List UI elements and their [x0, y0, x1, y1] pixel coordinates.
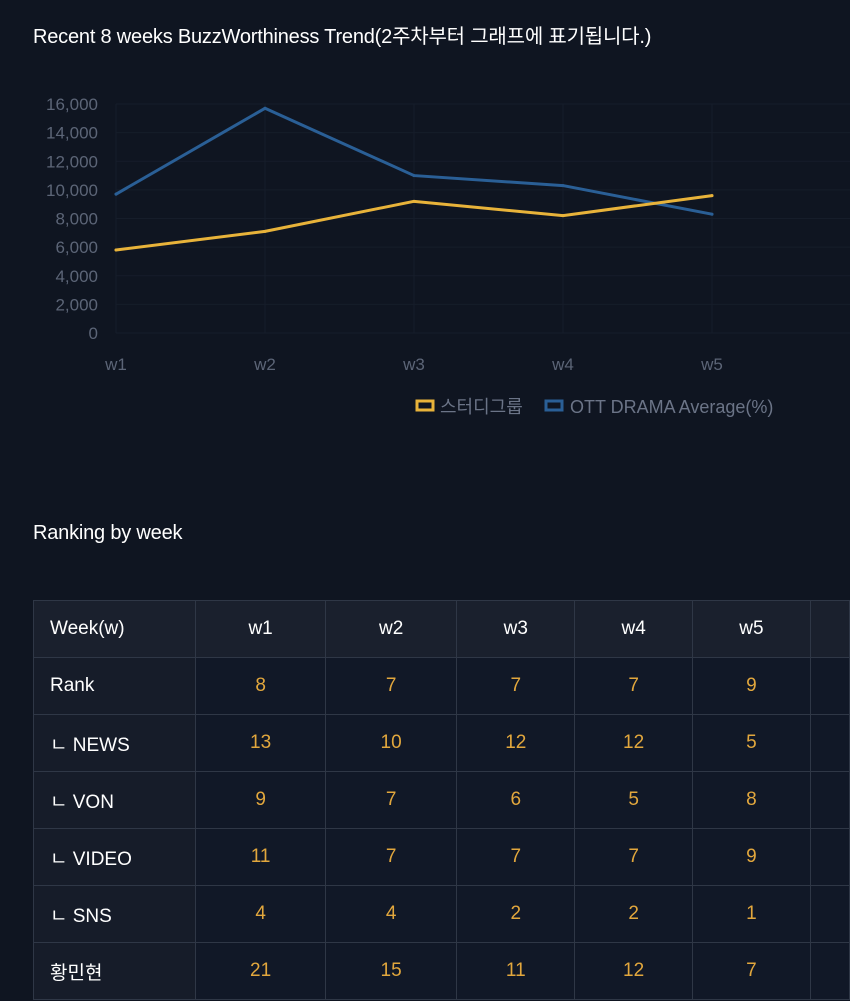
- data-point: [412, 174, 416, 178]
- header-cell-w3: w3: [456, 600, 576, 658]
- table-row: Rank 8 7 7 7 9: [32, 657, 850, 715]
- y-tick-label: 0: [89, 324, 98, 343]
- y-tick-label: 10,000: [46, 181, 98, 200]
- row-label: ㄴ SNS: [32, 885, 197, 943]
- table-cell: 7: [456, 828, 576, 886]
- ranking-header-row: Week(w) w1 w2 w3 w4 w5: [32, 600, 850, 658]
- row-label: 황민현: [32, 942, 197, 1000]
- table-cell-empty: [809, 942, 850, 1000]
- table-cell: 7: [324, 771, 458, 829]
- table-cell: 11: [195, 828, 326, 886]
- series-lines: [114, 106, 714, 252]
- table-cell: 7: [574, 657, 694, 715]
- table-row: ㄴ SNS 4 4 2 2 1: [32, 885, 850, 943]
- data-point: [412, 199, 416, 203]
- x-tick-label: w5: [700, 355, 723, 374]
- row-label: ㄴ VON: [32, 771, 197, 829]
- header-cell-w2: w2: [324, 600, 458, 658]
- table-cell: 7: [324, 657, 458, 715]
- table-cell: 12: [456, 714, 576, 772]
- table-cell: 9: [692, 828, 811, 886]
- data-point: [263, 106, 267, 110]
- table-cell: 12: [574, 714, 694, 772]
- table-cell: 1: [692, 885, 811, 943]
- x-tick-label: w4: [551, 355, 574, 374]
- table-cell-empty: [809, 885, 850, 943]
- table-cell-empty: [809, 828, 850, 886]
- table-cell: 13: [195, 714, 326, 772]
- table-row: 황민현 21 15 11 12 7: [32, 942, 850, 1000]
- table-cell: 4: [195, 885, 326, 943]
- table-row: ㄴ VIDEO 11 7 7 7 9: [32, 828, 850, 886]
- y-tick-label: 8,000: [55, 210, 98, 229]
- x-tick-label: w1: [104, 355, 127, 374]
- header-cell-extra: [809, 600, 850, 658]
- y-tick-label: 4,000: [55, 267, 98, 286]
- row-label: ㄴ NEWS: [32, 714, 197, 772]
- y-tick-label: 6,000: [55, 238, 98, 257]
- y-axis: 0 2,000 4,000 6,000 8,000 10,000 12,000 14,000 1…: [46, 95, 98, 343]
- table-cell: 8: [692, 771, 811, 829]
- data-point: [561, 214, 565, 218]
- header-cell-w4: w4: [574, 600, 694, 658]
- table-cell: 12: [574, 942, 694, 1000]
- legend-label: OTT DRAMA Average(%): [570, 397, 773, 417]
- ranking-title: Ranking by week: [33, 522, 183, 544]
- y-tick-label: 12,000: [46, 152, 98, 171]
- data-point: [263, 229, 267, 233]
- table-cell: 10: [324, 714, 458, 772]
- table-cell: 7: [456, 657, 576, 715]
- table-cell: 2: [456, 885, 576, 943]
- row-label: ㄴ VIDEO: [32, 828, 197, 886]
- x-tick-label: w2: [253, 355, 276, 374]
- y-tick-label: 2,000: [55, 295, 98, 314]
- data-point: [710, 212, 714, 216]
- header-cell-w1: w1: [195, 600, 326, 658]
- buzz-trend-chart: 0 2,000 4,000 6,000 8,000 10,000 12,000 14,000 1…: [46, 95, 850, 417]
- table-cell: 6: [456, 771, 576, 829]
- table-cell: 15: [324, 942, 458, 1000]
- table-cell: 9: [195, 771, 326, 829]
- data-point: [114, 248, 118, 252]
- table-cell: 5: [574, 771, 694, 829]
- data-point: [561, 184, 565, 188]
- table-cell: 7: [324, 828, 458, 886]
- table-cell: 4: [324, 885, 458, 943]
- legend-label: 스터디그룹: [440, 397, 523, 417]
- table-cell: 7: [692, 942, 811, 1000]
- data-point: [710, 194, 714, 198]
- table-cell: 8: [195, 657, 326, 715]
- chart-title: Recent 8 weeks BuzzWorthiness Trend(2주차부…: [33, 26, 652, 48]
- header-cell-week: Week(w): [32, 600, 197, 658]
- table-cell: 21: [195, 942, 326, 1000]
- table-cell: 5: [692, 714, 811, 772]
- table-cell-empty: [809, 657, 850, 715]
- y-tick-label: 14,000: [46, 124, 98, 143]
- table-cell: 11: [456, 942, 576, 1000]
- x-axis: w1 w2 w3 w4 w5: [104, 355, 723, 374]
- chart-grid: [115, 103, 850, 334]
- table-cell: 9: [692, 657, 811, 715]
- table-row: ㄴ VON 9 7 6 5 8: [32, 771, 850, 829]
- x-tick-label: w3: [402, 355, 425, 374]
- chart-legend: 스터디그룹 OTT DRAMA Average(%): [415, 397, 773, 417]
- table-cell: 2: [574, 885, 694, 943]
- table-row: ㄴ NEWS 13 10 12 12 5: [32, 714, 850, 772]
- data-point: [114, 192, 118, 196]
- table-cell: 7: [574, 828, 694, 886]
- row-label: Rank: [32, 657, 197, 715]
- table-cell-empty: [809, 714, 850, 772]
- table-cell-empty: [809, 771, 850, 829]
- legend-swatch: [544, 399, 564, 412]
- legend-swatch: [415, 399, 435, 412]
- y-tick-label: 16,000: [46, 95, 98, 114]
- ranking-table: Week(w) w1 w2 w3 w4 w5 Rank 8 7 7 7 9 ㄴ NEWS 13…: [32, 600, 850, 1000]
- header-cell-w5: w5: [692, 600, 811, 658]
